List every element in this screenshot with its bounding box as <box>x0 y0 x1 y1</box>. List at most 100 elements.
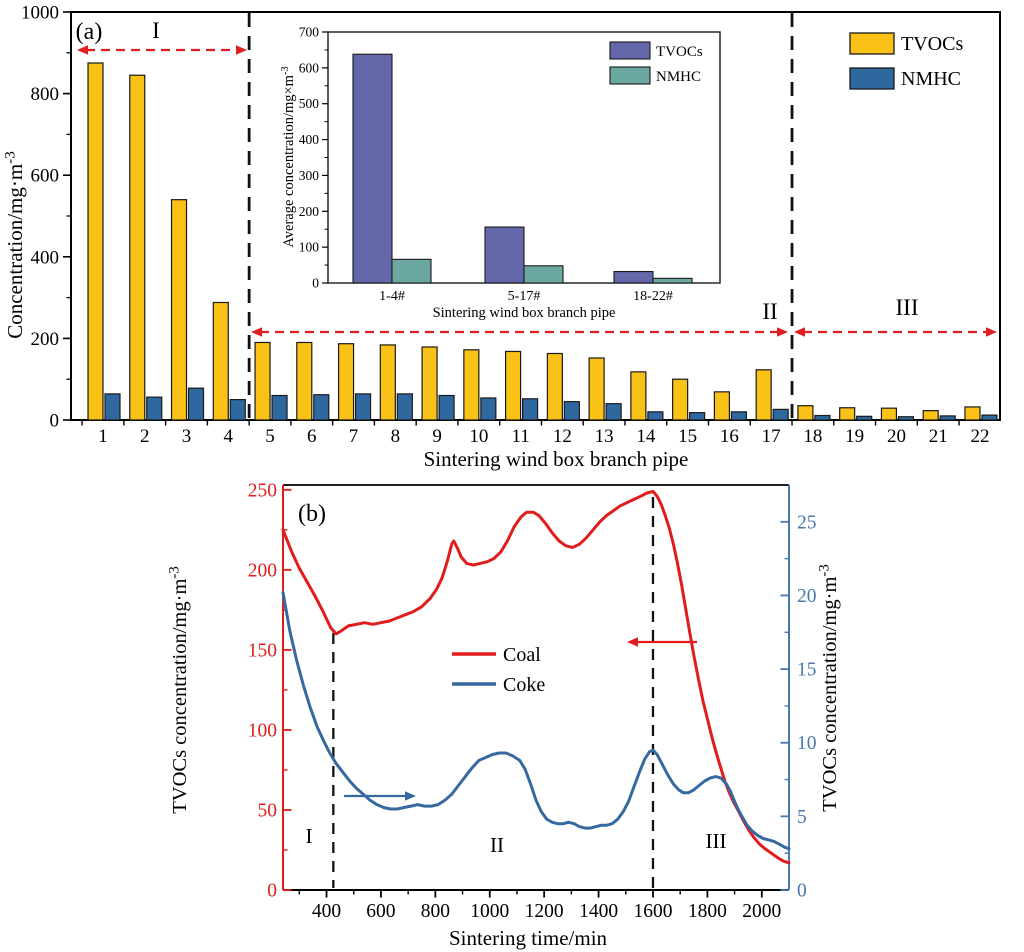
panel-a-ytick-label: 400 <box>31 247 60 268</box>
inset-tvocs-bar <box>484 226 525 284</box>
nmhc-bar <box>647 411 664 421</box>
panel-b-left-tick-label: 100 <box>248 720 277 741</box>
panel-a-xtick-label: 5 <box>265 426 275 447</box>
text-superscript: -3 <box>280 66 291 75</box>
inset-ytick-label: 0 <box>312 276 319 291</box>
inset-legend-swatch-nmhc <box>609 66 651 85</box>
panel-a-region-label-1: I <box>152 18 160 43</box>
nmhc-bar <box>772 408 789 421</box>
inset-nmhc-bar <box>523 265 564 284</box>
arrowhead-left <box>794 327 805 337</box>
tvocs-bar <box>797 405 814 421</box>
panel-b-right-tick-label: 25 <box>797 512 817 533</box>
panel-a-xtick-label: 6 <box>307 426 317 447</box>
panel-b-right-tick-label: 0 <box>797 881 807 902</box>
panel-a-xtick-label: 9 <box>432 426 442 447</box>
panel-b-left-tick-label: 200 <box>248 560 277 581</box>
legend-swatch-nmhc <box>849 67 895 90</box>
inset-tvocs-bar <box>352 53 393 284</box>
coal-axis-arrowhead <box>627 637 638 647</box>
tvocs-bar <box>713 391 731 421</box>
nmhc-bar <box>271 394 288 421</box>
panel-a-xtick-label: 16 <box>720 426 739 447</box>
tvocs-bar <box>755 369 772 421</box>
panel-a-xtick-label: 3 <box>182 426 192 447</box>
tvocs-bar <box>129 74 146 421</box>
tvocs-bar <box>296 341 313 421</box>
panel-b-left-tick-label: 250 <box>248 480 277 501</box>
nmhc-bar <box>187 387 205 421</box>
inset-yaxis-title: Average concentration/mg×m-3 <box>280 66 297 247</box>
panel-a-bars <box>87 62 998 421</box>
tvocs-bar <box>337 343 355 421</box>
nmhc-bar <box>856 415 873 421</box>
panel-b-left-yaxis-title: TVOCs concentration/mg·m-3 <box>167 566 191 813</box>
tvocs-bar <box>170 199 188 421</box>
panel-a-xtick-label: 7 <box>349 426 359 447</box>
text-superscript: -3 <box>167 566 183 578</box>
panel-a-inset-chart: 0 100 200 300 400 500 600 700 1-4# 5-17# 18-22# Sin… <box>280 25 721 321</box>
tvocs-bar <box>463 349 480 421</box>
nmhc-bar <box>939 415 956 421</box>
nmhc-bar <box>605 403 622 421</box>
panel-b-tag: (b) <box>298 501 326 527</box>
panel-b-left-tick-label: 50 <box>258 800 278 821</box>
panel-a-ytick-label: 0 <box>50 411 60 432</box>
legend-label-tvocs: TVOCs <box>901 33 963 55</box>
panel-a-xtick-label: 20 <box>887 426 906 447</box>
panel-a-ytick-label: 200 <box>31 329 60 350</box>
coke-axis-arrowhead <box>405 791 416 801</box>
arrowhead-left <box>251 327 262 337</box>
panel-b-xtick-label: 800 <box>421 901 450 922</box>
nmhc-bar <box>521 398 539 421</box>
arrowhead-right <box>777 327 788 337</box>
inset-nmhc-bar <box>391 258 432 284</box>
nmhc-bar <box>689 412 706 421</box>
panel-b-xtick-label: 600 <box>366 901 395 922</box>
nmhc-bar <box>730 411 748 421</box>
panel-b-left-tick-label: 150 <box>248 640 277 661</box>
text-base: TVOCs concentration/mg·m <box>819 577 841 812</box>
tvocs-bar <box>379 344 396 421</box>
panel-b-region-label-2: II <box>490 833 504 857</box>
tvocs-bar <box>254 341 271 421</box>
inset-legend-label-tvocs: TVOCs <box>656 44 703 60</box>
inset-ytick-label: 100 <box>299 240 320 255</box>
panel-b-xtick-label: 400 <box>312 901 341 922</box>
panel-b-xtick-label: 1400 <box>579 901 618 922</box>
text-base: Average concentration/mg×m <box>281 74 297 247</box>
inset-ytick-label: 600 <box>299 60 320 75</box>
tvocs-bar <box>505 350 522 421</box>
panel-a-xtick-label: 11 <box>511 426 529 447</box>
nmhc-bar <box>563 401 580 421</box>
panel-b-xtick-label: 1800 <box>688 901 727 922</box>
panel-b-xtick-label: 2000 <box>742 901 781 922</box>
panel-b-line-chart: 0 50 100 150 200 250 0 5 10 15 20 25 400 600 800 1000 12… <box>167 480 841 950</box>
panel-a-ytick-label: 1000 <box>21 3 59 24</box>
tvocs-bar <box>546 352 563 421</box>
arrowhead-right <box>236 45 247 55</box>
inset-legend-swatch-tvocs <box>609 41 651 60</box>
text-superscript: -3 <box>817 564 833 576</box>
legend-label-nmhc: NMHC <box>901 68 961 90</box>
arrowhead-left <box>77 45 88 55</box>
legend-swatch-tvocs <box>849 32 895 55</box>
inset-xtick-label: 5-17# <box>508 289 541 304</box>
nmhc-bar <box>897 416 915 421</box>
legend-label-coal: Coal <box>503 644 541 666</box>
panel-a-region-label-2: II <box>762 299 777 324</box>
text-superscript: -3 <box>2 151 18 164</box>
inset-ytick-label: 300 <box>299 168 320 183</box>
nmhc-bar <box>480 397 497 421</box>
panel-b-region-label-1: I <box>306 824 313 848</box>
inset-legend-label-nmhc: NMHC <box>656 69 701 85</box>
panel-a-xtick-label: 21 <box>929 426 948 447</box>
tvocs-bar <box>588 357 605 421</box>
panel-b-legend: Coal Coke <box>452 644 545 696</box>
panel-a-xtick-label: 4 <box>224 426 234 447</box>
legend-label-coke: Coke <box>503 674 545 696</box>
nmhc-bar <box>146 396 163 421</box>
panel-a-xtick-label: 13 <box>595 426 614 447</box>
inset-ytick-label: 700 <box>299 25 320 40</box>
